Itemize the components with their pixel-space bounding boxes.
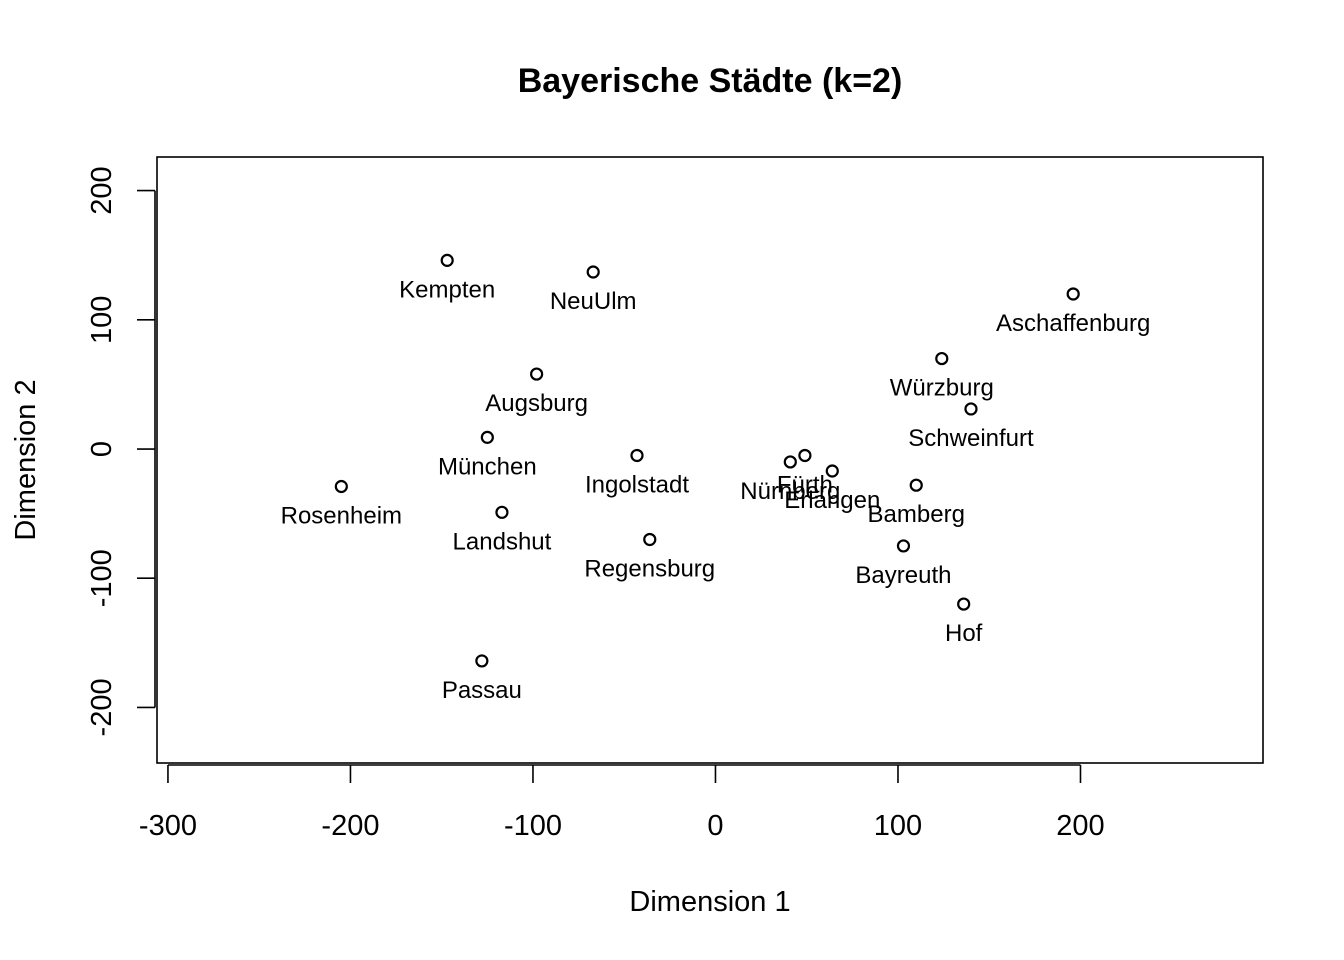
x-tick-label: -100 — [504, 810, 562, 842]
x-axis-label: Dimension 1 — [629, 886, 790, 918]
point-marker — [630, 448, 644, 463]
chart-title: Bayerische Städte (k=2) — [518, 62, 903, 100]
point-label: Nürnberg — [740, 478, 840, 505]
point-marker — [495, 505, 509, 519]
point-label: München — [438, 453, 537, 480]
point-label: Hof — [945, 620, 983, 647]
x-tick-label: -200 — [321, 810, 379, 842]
point-label: Schweinfurt — [908, 425, 1034, 452]
point-marker — [825, 464, 839, 478]
point-marker — [475, 654, 489, 668]
x-tick-label: -300 — [139, 810, 197, 842]
point-label: Bayreuth — [855, 562, 951, 589]
point-label: NeuUlm — [550, 288, 637, 315]
plot-frame — [156, 156, 1264, 764]
point-label: Passau — [442, 677, 522, 704]
y-tick-label: -100 — [86, 549, 118, 607]
point-marker — [480, 430, 494, 444]
point-marker — [798, 448, 812, 463]
y-axis: -200 -100 0 100 200 — [86, 166, 156, 736]
point-label: Würzburg — [890, 375, 994, 402]
y-tick-label: -200 — [86, 678, 118, 736]
point-label: Bamberg — [868, 501, 965, 528]
point-marker — [586, 265, 600, 279]
y-tick-label: 100 — [86, 296, 118, 344]
point-marker — [964, 402, 978, 416]
y-tick-label: 200 — [86, 166, 118, 214]
point-label: Rosenheim — [281, 502, 402, 529]
x-axis: -300 -200 -100 0 100 200 — [139, 764, 1105, 842]
point-label: Kempten — [399, 276, 495, 303]
point-label: Augsburg — [485, 390, 588, 417]
point-marker — [909, 478, 923, 492]
point-marker — [1066, 287, 1080, 301]
point-marker — [530, 367, 544, 381]
point-label: Ingolstadt — [585, 471, 689, 498]
y-axis-label: Dimension 2 — [10, 379, 42, 540]
point-marker — [783, 455, 797, 469]
point-label: Fürth — [777, 471, 833, 498]
point-marker — [935, 351, 949, 366]
x-tick-label: 100 — [874, 810, 922, 842]
point-label: Erlangen — [784, 487, 880, 514]
point-marker — [440, 253, 454, 267]
point-marker — [957, 597, 971, 611]
y-tick-label: 0 — [86, 441, 118, 457]
x-tick-label: 0 — [707, 810, 723, 842]
x-tick-label: 200 — [1056, 810, 1104, 842]
point-label: Landshut — [453, 528, 552, 555]
point-marker — [334, 479, 348, 494]
point-label: Aschaffenburg — [996, 310, 1150, 337]
point-marker — [896, 539, 911, 553]
data-points: Kempten NeuUlm Aschaffenburg Würzburg Augsbu… — [281, 253, 1150, 704]
point-marker — [643, 532, 657, 547]
point-label: Regensburg — [584, 555, 715, 582]
